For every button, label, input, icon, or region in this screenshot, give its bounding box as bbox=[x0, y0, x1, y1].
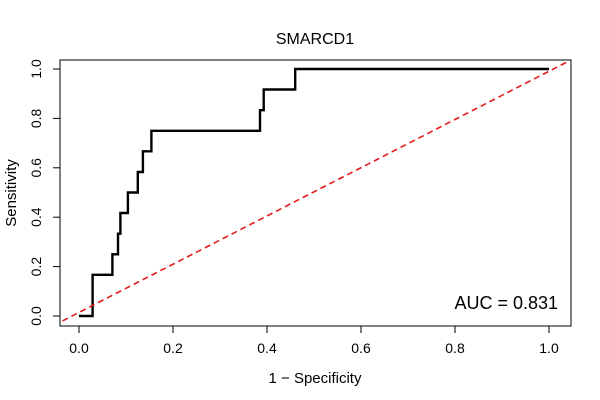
y-axis-label: Sensitivity bbox=[3, 159, 20, 227]
x-axis: 0.0 0.2 0.4 0.6 0.8 1.0 bbox=[69, 325, 559, 356]
x-tick-label: 1.0 bbox=[539, 340, 559, 356]
x-tick-label: 0.4 bbox=[257, 340, 277, 356]
roc-curve-line bbox=[79, 67, 549, 318]
auc-annotation: AUC = 0.831 bbox=[454, 293, 558, 313]
x-tick-label: 0.8 bbox=[445, 340, 465, 356]
x-tick-label: 0.6 bbox=[351, 340, 371, 356]
y-tick-label: 0.6 bbox=[28, 158, 44, 178]
y-tick-label: 0.4 bbox=[28, 207, 44, 227]
plot-series bbox=[62, 60, 569, 322]
y-tick-label: 0.2 bbox=[28, 257, 44, 277]
x-tick-label: 0.2 bbox=[163, 340, 183, 356]
reference-diagonal-line bbox=[62, 60, 569, 322]
x-tick-label: 0.0 bbox=[69, 340, 89, 356]
y-tick-label: 0.0 bbox=[28, 306, 44, 326]
chart-title: SMARCD1 bbox=[276, 31, 354, 48]
x-axis-label: 1 − Specificity bbox=[269, 370, 362, 387]
y-tick-label: 0.8 bbox=[28, 108, 44, 128]
y-tick-label: 1.0 bbox=[28, 59, 44, 79]
y-axis: 0.0 0.2 0.4 0.6 0.8 1.0 bbox=[28, 59, 61, 326]
